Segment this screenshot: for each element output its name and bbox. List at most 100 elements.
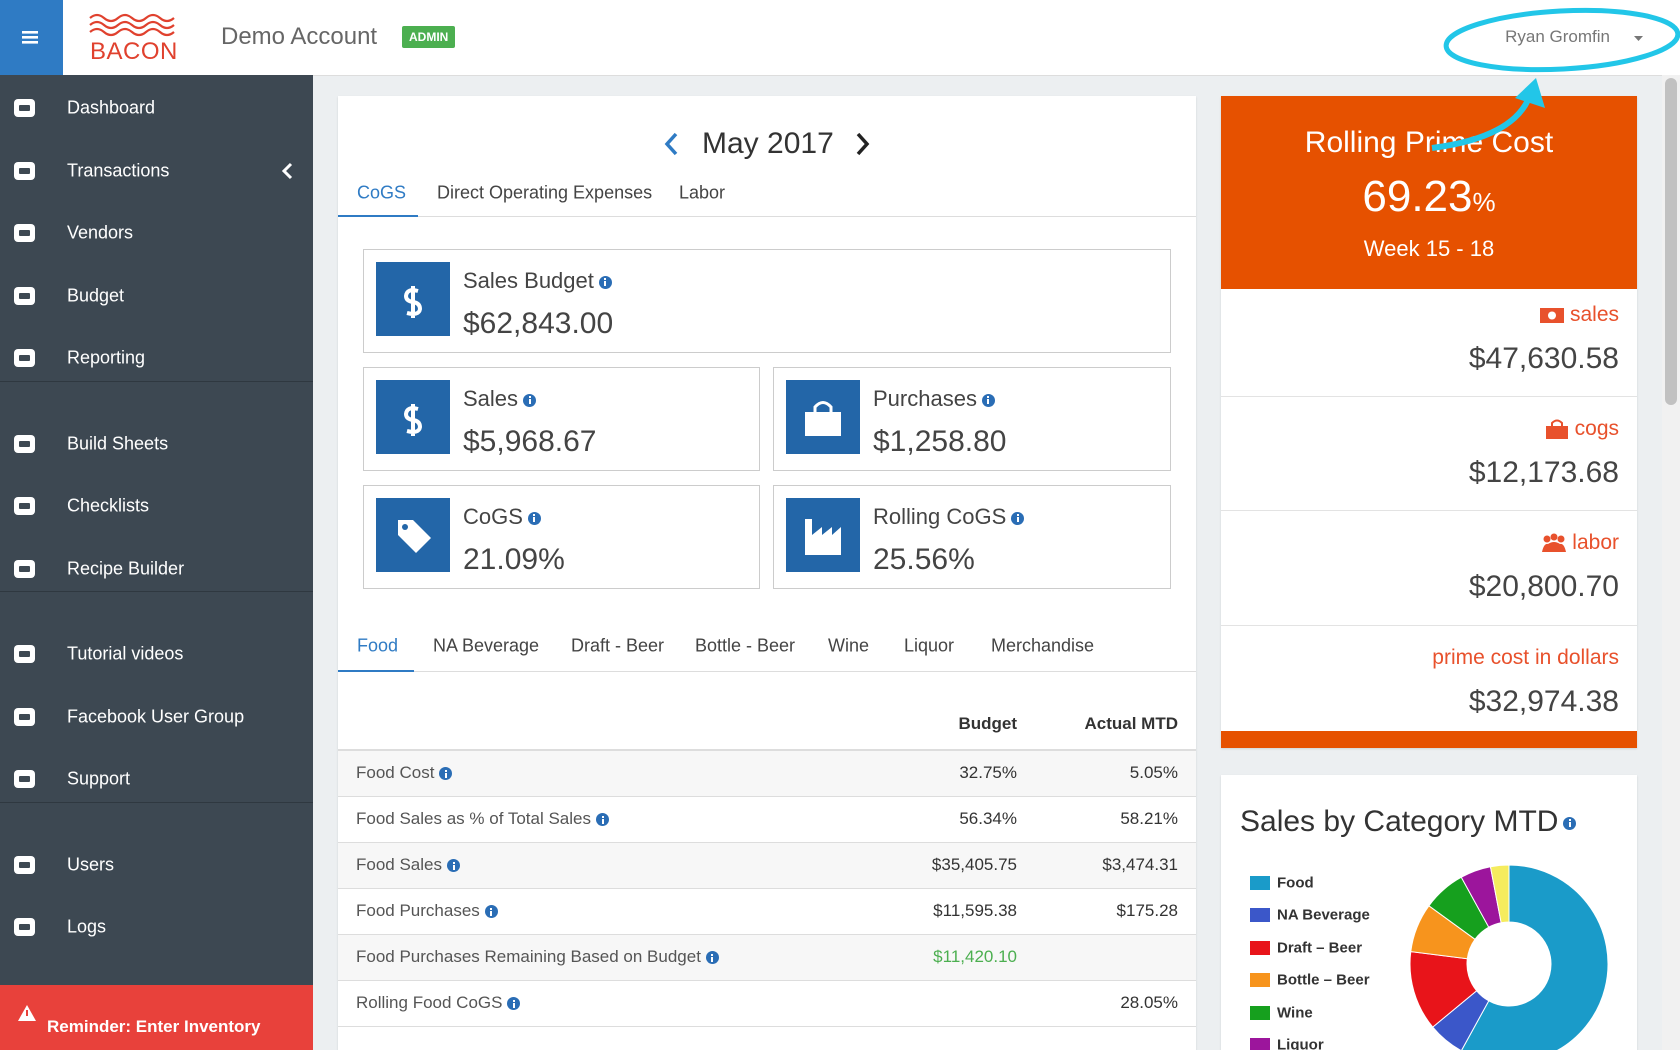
stat-box [363, 367, 760, 471]
category-tab[interactable]: Wine [828, 635, 870, 656]
nav-item[interactable]: Tutorial videos [67, 643, 184, 664]
category-tab[interactable]: Food [357, 635, 399, 656]
icon-detail [19, 230, 30, 236]
user-menu[interactable]: Ryan Gromfin [1505, 27, 1610, 46]
donut [1409, 864, 1609, 1050]
category-tab[interactable]: Draft - Beer [571, 635, 665, 656]
prime-value-part: % [1472, 187, 1496, 217]
role-badge: ADMIN [402, 26, 456, 48]
tab-active [338, 215, 418, 217]
tab[interactable]: Labor [679, 182, 726, 203]
nav-icon [14, 707, 35, 726]
row-label: Food Sales [356, 855, 460, 875]
legend-label[interactable]: NA Beverage [1277, 906, 1370, 924]
scrollbar-thumb[interactable] [1665, 78, 1677, 405]
nav-item[interactable]: Reporting [67, 347, 146, 368]
label-text: Sales [463, 386, 519, 411]
legend-label[interactable]: Food [1277, 874, 1314, 892]
icon-glyph [403, 404, 423, 436]
nav-item[interactable]: Users [67, 854, 115, 874]
nav-item[interactable]: Logs [67, 916, 107, 937]
next-month[interactable] [856, 132, 870, 156]
category-tab[interactable]: Bottle - Beer [695, 635, 796, 656]
nav-icon [14, 349, 35, 367]
stat-icon [376, 262, 450, 336]
head [1543, 535, 1551, 543]
info-icon[interactable] [1563, 816, 1577, 830]
nav-item[interactable]: Dashboard [67, 97, 156, 118]
info-icon[interactable] [439, 767, 453, 781]
legend-swatch [1250, 908, 1270, 922]
nav-item[interactable]: Facebook User Group [67, 706, 245, 726]
table-row [338, 797, 1196, 843]
hole [402, 524, 408, 530]
info-icon[interactable] [523, 393, 537, 407]
wave [89, 27, 175, 37]
nav-item[interactable]: Budget [67, 285, 125, 305]
stat-label: CoGS [463, 504, 541, 530]
chevron [664, 132, 678, 156]
nav-item[interactable]: Checklists [67, 495, 150, 516]
row-label: Food Purchases Remaining Based on Budget [356, 947, 719, 967]
tab-rule [338, 671, 1196, 672]
nav-item[interactable]: Support [67, 768, 131, 789]
nav-item[interactable]: Vendors [67, 222, 134, 243]
item-divider [1221, 510, 1637, 511]
legend-label[interactable]: Liquor [1277, 1036, 1324, 1050]
tab[interactable]: CoGS [357, 182, 407, 203]
caret [1634, 36, 1643, 41]
stat-icon [786, 380, 860, 454]
icon-detail [19, 355, 30, 361]
cell-value: $35,405.75 [931, 855, 1017, 874]
category-tab[interactable]: Merchandise [991, 635, 1095, 656]
reminder-bar[interactable]: Reminder: Enter Inventory [0, 985, 313, 1050]
legend-label[interactable]: Bottle – Beer [1277, 971, 1370, 989]
label-text: Food Purchases Remaining Based on Budget [356, 947, 701, 966]
bag [805, 412, 841, 436]
brand: BACON [90, 38, 178, 65]
legend-label[interactable]: Wine [1277, 1004, 1313, 1022]
nav-icon [14, 497, 35, 515]
nav-item[interactable]: Build Sheets [67, 433, 169, 453]
sidebar-divider [0, 591, 313, 592]
info-icon[interactable] [1011, 511, 1025, 525]
category-tab[interactable]: NA Beverage [433, 635, 540, 656]
info-icon[interactable] [596, 813, 609, 827]
stat-icon [376, 380, 450, 454]
wave [89, 13, 175, 23]
legend-label[interactable]: Draft – Beer [1277, 939, 1363, 957]
info-icon[interactable] [484, 905, 498, 919]
info-icon[interactable] [447, 859, 460, 873]
item-divider [1221, 625, 1637, 626]
category-tab[interactable]: Liquor [904, 635, 955, 656]
info-icon[interactable] [527, 511, 541, 525]
nav-item[interactable]: Transactions [67, 160, 170, 180]
info-icon[interactable] [598, 275, 612, 289]
info-icon[interactable] [507, 997, 521, 1011]
info-icon[interactable] [705, 951, 719, 965]
cell-value: 5.05% [1129, 763, 1178, 782]
prime-label: cogs [1574, 417, 1619, 440]
prev-month[interactable] [664, 132, 678, 156]
prime-title: Rolling Prime Cost [1304, 126, 1554, 159]
icon-detail [19, 167, 30, 174]
prime-label: labor [1572, 531, 1619, 554]
arrow-shaft [1431, 98, 1531, 151]
stat-label: Sales Budget [463, 268, 612, 294]
chevron [281, 162, 293, 179]
legend-swatch [1250, 973, 1270, 987]
stat-box [773, 485, 1171, 589]
bar-line [22, 41, 38, 44]
nav-icon [14, 645, 35, 663]
legend-swatch [1250, 876, 1270, 890]
tab[interactable]: Direct Operating Expenses [437, 182, 653, 203]
icon-detail [19, 440, 30, 447]
nav-item[interactable]: Recipe Builder [67, 558, 185, 578]
donut-segment [1489, 864, 1510, 924]
info-icon[interactable] [981, 393, 995, 407]
nav-icon [14, 286, 35, 305]
menu-toggle[interactable] [0, 0, 63, 75]
nav-icon [14, 434, 35, 453]
header-rule [338, 749, 1196, 751]
stat-label: Rolling CoGS [873, 504, 1025, 530]
